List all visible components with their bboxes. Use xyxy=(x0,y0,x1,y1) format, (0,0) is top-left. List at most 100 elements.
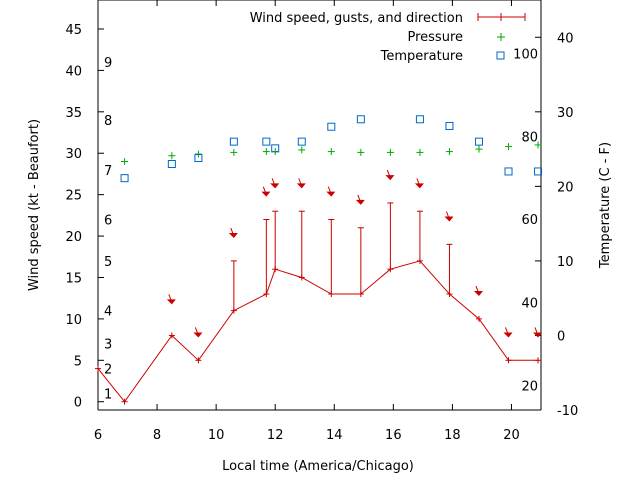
arrow-head xyxy=(355,199,365,205)
beaufort-label: 6 xyxy=(104,213,112,228)
wind-direction-arrows xyxy=(166,169,543,338)
arrow-head xyxy=(326,191,336,197)
wind-speed-point xyxy=(328,291,335,298)
pressure-point xyxy=(262,148,270,156)
pressure-point xyxy=(386,148,394,156)
legend-label-temperature: Temperature xyxy=(380,49,463,64)
wind-direction-arrow xyxy=(473,285,483,297)
temperature-point xyxy=(297,137,306,146)
arrow-head xyxy=(414,183,424,189)
y-left-tick-label: 45 xyxy=(65,23,82,38)
wind-speed-point xyxy=(121,398,128,405)
pressure-point xyxy=(416,148,424,156)
wind-speed-point xyxy=(535,357,542,364)
x-tick-label: 8 xyxy=(153,428,161,443)
x-tick-label: 12 xyxy=(267,428,284,443)
wind-direction-arrow xyxy=(533,327,543,338)
wind-speed-point xyxy=(357,291,364,298)
arrow-head xyxy=(385,175,395,181)
fahrenheit-label: 80 xyxy=(521,130,538,145)
pressure-point xyxy=(327,148,335,156)
y-left-tick-label: 0 xyxy=(74,396,82,411)
y-left-tick-label: 40 xyxy=(65,64,82,79)
wind-series xyxy=(95,202,542,405)
y-left-axis-ticks: 0 5 10 15 20 25 30 35 40 45 xyxy=(65,23,104,411)
plot-frame xyxy=(97,0,542,411)
wind-speed-point xyxy=(475,315,482,322)
temperature-series xyxy=(120,115,543,183)
pressure-point xyxy=(168,152,176,160)
temperature-point xyxy=(229,137,238,146)
pressure-point xyxy=(230,148,238,156)
temperature-point xyxy=(356,115,365,124)
x-tick-label: 18 xyxy=(444,428,461,443)
wind-speed-point xyxy=(505,357,512,364)
x-tick-label: 14 xyxy=(326,428,343,443)
y-left-tick-label: 10 xyxy=(65,313,82,328)
arrow-head xyxy=(444,216,454,222)
pressure-point xyxy=(505,143,513,151)
temperature-point xyxy=(415,115,424,124)
y-right-tick-label: 10 xyxy=(557,255,574,270)
arrow-head xyxy=(503,332,513,338)
temperature-point xyxy=(271,144,280,153)
y-right-tick-label: 40 xyxy=(557,31,574,46)
fahrenheit-label: 20 xyxy=(521,379,538,394)
temperature-point xyxy=(445,121,454,130)
wind-direction-arrow xyxy=(355,194,365,205)
y-left-tick-label: 25 xyxy=(65,189,82,204)
pressure-point xyxy=(357,148,365,156)
temperature-point xyxy=(194,154,203,163)
pressure-point xyxy=(121,158,129,166)
beaufort-label: 9 xyxy=(104,56,112,71)
wind-direction-arrow xyxy=(503,327,513,338)
wind-speed-point xyxy=(446,291,453,298)
temperature-point xyxy=(327,122,336,131)
beaufort-label: 8 xyxy=(104,114,112,129)
wind-speed-point xyxy=(387,266,394,273)
wind-direction-arrow xyxy=(193,327,203,338)
arrow-head xyxy=(533,332,543,338)
wind-speed-point xyxy=(95,365,101,372)
arrow-head xyxy=(166,299,176,305)
arrow-head xyxy=(193,332,203,338)
arrow-head xyxy=(473,291,483,297)
legend-swatch-temperature xyxy=(496,51,505,60)
beaufort-label: 7 xyxy=(104,164,112,179)
y-left-axis-label: Wind speed (kt - Beaufort) xyxy=(27,119,42,291)
pressure-point xyxy=(445,148,453,156)
y-right-axis-ticks: -10 0 10 20 30 40 xyxy=(535,31,578,419)
y-left-tick-label: 20 xyxy=(65,230,82,245)
wind-direction-arrow xyxy=(261,186,271,197)
temperature-point xyxy=(474,137,483,146)
legend-label-pressure: Pressure xyxy=(407,30,463,45)
temperature-point xyxy=(120,174,129,183)
legend-label-wind: Wind speed, gusts, and direction xyxy=(250,11,463,26)
fahrenheit-label: 100 xyxy=(513,48,538,63)
arrow-head xyxy=(270,183,280,189)
x-tick-label: 6 xyxy=(94,428,102,443)
y-right-tick-label: 30 xyxy=(557,106,574,121)
legend-swatch-pressure xyxy=(497,33,505,41)
wind-direction-arrow xyxy=(296,178,306,189)
y-right-tick-label: 0 xyxy=(557,329,565,344)
wind-direction-arrow xyxy=(326,186,336,197)
pressure-point xyxy=(475,145,483,153)
y-left-tick-label: 30 xyxy=(65,147,82,162)
beaufort-label: 3 xyxy=(104,338,112,353)
wind-direction-arrow xyxy=(414,178,424,189)
arrow-head xyxy=(261,191,271,197)
fahrenheit-label: 60 xyxy=(521,213,538,228)
beaufort-label: 5 xyxy=(104,255,112,270)
temperature-point xyxy=(262,137,271,146)
x-axis-label: Local time (America/Chicago) xyxy=(222,459,414,474)
x-tick-label: 10 xyxy=(208,428,225,443)
arrow-head xyxy=(228,233,238,239)
y-right-tick-label: 20 xyxy=(557,180,574,195)
temperature-point xyxy=(504,167,513,176)
pressure-point xyxy=(534,141,542,149)
legend: Wind speed, gusts, and direction Pressur… xyxy=(250,11,526,64)
wind-speed-point xyxy=(272,266,279,273)
pressure-point xyxy=(298,146,306,154)
